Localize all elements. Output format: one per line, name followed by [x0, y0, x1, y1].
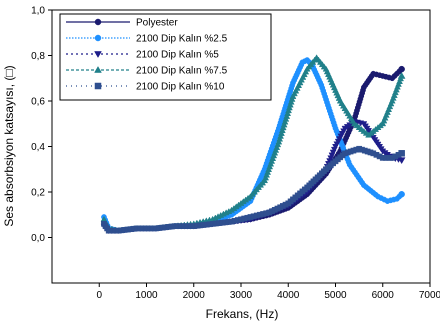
data-point — [398, 65, 405, 73]
data-point — [397, 157, 406, 165]
x-tick-label: 7000 — [419, 290, 440, 301]
data-point — [94, 34, 102, 42]
legend-label: 2100 Dip Kalın %7.5 — [136, 66, 228, 77]
x-tick-label: 4000 — [277, 290, 300, 301]
legend-label: 2100 Dip Kalın %5 — [136, 50, 219, 61]
x-tick-label: 6000 — [372, 290, 395, 301]
legend-item: 2100 Dip Kalın %2.5 — [66, 34, 228, 45]
y-tick-label: 0,8 — [31, 51, 45, 62]
x-tick-label: 2000 — [183, 290, 206, 301]
legend-item: 2100 Dip Kalın %7.5 — [66, 66, 228, 77]
x-tick-label: 5000 — [324, 290, 347, 301]
data-point — [94, 66, 102, 73]
legend: Polyester 2100 Dip Kalın %2.5 2100 Dip Kal… — [59, 13, 272, 101]
y-tick-label: 0,6 — [31, 97, 45, 108]
data-point — [94, 51, 102, 58]
data-point — [94, 82, 102, 90]
legend-item: 2100 Dip Kalın %10 — [66, 82, 225, 93]
legend-item: Polyester — [66, 18, 178, 29]
series — [101, 145, 405, 234]
data-point — [398, 191, 405, 198]
x-tick-label: 0 — [96, 290, 102, 301]
data-point — [397, 72, 406, 79]
y-tick-label: 0,4 — [31, 142, 45, 153]
x-tick-label: 1000 — [135, 290, 158, 301]
legend-item: 2100 Dip Kalın %5 — [66, 50, 219, 61]
y-axis-label: Ses absorbsiyon katsayısı, (□) — [2, 65, 16, 226]
data-point — [94, 18, 102, 26]
y-tick-label: 0,2 — [31, 188, 45, 199]
legend-label: 2100 Dip Kalın %10 — [136, 82, 225, 93]
x-tick-label: 3000 — [230, 290, 253, 301]
x-axis-label: Frekans, (Hz) — [206, 307, 279, 321]
legend-label: 2100 Dip Kalın %2.5 — [136, 34, 228, 45]
legend-label: Polyester — [136, 18, 178, 29]
data-point — [398, 150, 405, 157]
y-tick-label: 0,0 — [31, 233, 45, 244]
y-tick-label: 1,0 — [31, 6, 45, 17]
